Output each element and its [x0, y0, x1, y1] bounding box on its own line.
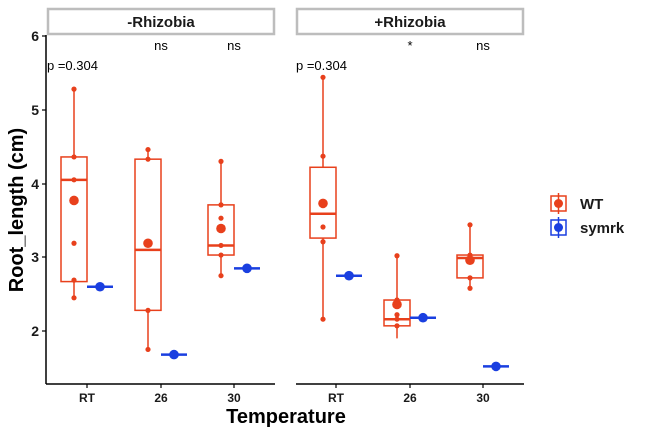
wt-data-point — [218, 273, 224, 279]
wt-data-point — [320, 239, 326, 245]
signif-label: ns — [476, 38, 490, 53]
x-tick-label: 26 — [154, 391, 168, 405]
y-tick-label: 4 — [31, 176, 39, 192]
wt-data-point — [71, 86, 77, 92]
wt-mean-point — [216, 223, 226, 234]
legend-item-wt: WT — [550, 193, 603, 214]
wt-data-point — [218, 215, 224, 221]
y-ticks: 6 5 4 3 2 — [31, 28, 46, 339]
strip-box-left — [46, 7, 276, 36]
legend: WT symrk — [550, 193, 625, 238]
legend-label-symrk: symrk — [580, 220, 625, 237]
wt-data-point — [394, 316, 400, 322]
symrk-mean-point — [169, 349, 179, 360]
wt-data-point — [71, 295, 77, 301]
y-tick-label: 6 — [31, 28, 39, 44]
legend-key-point — [554, 199, 563, 208]
facet-strip-left: -Rhizobia — [46, 7, 276, 36]
symrk-mean-point — [242, 263, 252, 274]
wt-data-point — [218, 158, 224, 164]
wt-data-point — [71, 277, 77, 283]
wt-data-point — [145, 146, 151, 153]
legend-item-symrk: symrk — [550, 217, 625, 238]
wt-data-point — [467, 285, 473, 291]
wt-data-point — [218, 252, 224, 258]
wt-data-point — [320, 224, 326, 230]
x-tick-label: 26 — [403, 391, 417, 405]
wt-data-point — [320, 316, 326, 322]
wt-data-point — [145, 346, 151, 353]
y-tick-label: 3 — [31, 249, 39, 265]
legend-key-point — [554, 223, 563, 232]
p-value-label-left: p =0.304 — [47, 58, 98, 73]
strip-box-right — [295, 7, 525, 36]
symrk-mean-point — [95, 281, 105, 292]
x-tick-label: RT — [328, 391, 345, 405]
wt-data-point — [394, 323, 400, 329]
wt-mean-point — [143, 238, 153, 249]
wt-box — [309, 166, 337, 239]
wt-data-point — [71, 177, 77, 183]
wt-data-point — [394, 312, 400, 318]
wt-mean-point — [465, 255, 475, 265]
x-tick-label: RT — [79, 391, 96, 405]
symrk-mean-point — [491, 361, 501, 372]
symrk-mean-point — [418, 312, 428, 323]
y-tick-label: 2 — [31, 323, 39, 339]
wt-mean-point — [392, 299, 402, 310]
signif-label: ns — [154, 38, 168, 53]
wt-data-point — [145, 307, 151, 313]
wt-data-point — [71, 154, 77, 160]
data-marks — [60, 74, 509, 372]
wt-data-point — [320, 74, 326, 80]
x-tick-label: 30 — [476, 391, 490, 405]
signif-label: * — [407, 38, 412, 53]
y-axis-title: Root_length (cm) — [6, 128, 28, 292]
wt-mean-point — [318, 198, 328, 209]
p-value-label-right: p =0.304 — [296, 58, 347, 73]
wt-mean-point — [69, 195, 79, 206]
strip-label-right: +Rhizobia — [374, 14, 446, 31]
x-ticks-right: RT 26 30 — [328, 384, 490, 405]
x-tick-label: 30 — [227, 391, 241, 405]
wt-data-point — [467, 275, 473, 281]
wt-data-point — [218, 202, 224, 208]
legend-label-wt: WT — [580, 196, 603, 213]
wt-data-point — [394, 253, 400, 259]
wt-data-point — [145, 156, 151, 162]
x-axis-title: Temperature — [226, 406, 346, 428]
wt-data-point — [320, 153, 326, 159]
wt-data-point — [218, 242, 224, 249]
wt-data-point — [71, 240, 77, 246]
facet-strip-right: +Rhizobia — [295, 7, 525, 36]
x-ticks-left: RT 26 30 — [79, 384, 241, 405]
signif-label: ns — [227, 38, 241, 53]
symrk-mean-point — [344, 270, 354, 281]
y-tick-label: 5 — [31, 102, 39, 118]
strip-label-left: -Rhizobia — [127, 14, 195, 31]
wt-data-point — [467, 222, 473, 228]
